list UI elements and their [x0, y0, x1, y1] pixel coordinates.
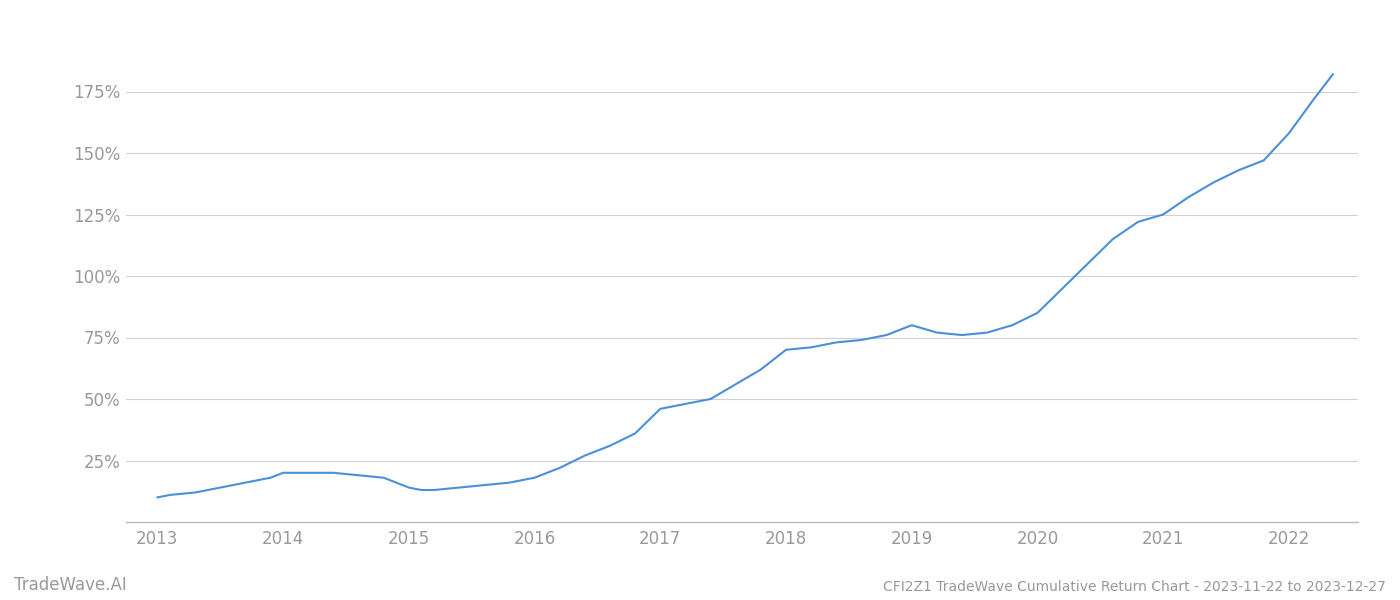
Text: TradeWave.AI: TradeWave.AI	[14, 576, 127, 594]
Text: CFI2Z1 TradeWave Cumulative Return Chart - 2023-11-22 to 2023-12-27: CFI2Z1 TradeWave Cumulative Return Chart…	[883, 580, 1386, 594]
